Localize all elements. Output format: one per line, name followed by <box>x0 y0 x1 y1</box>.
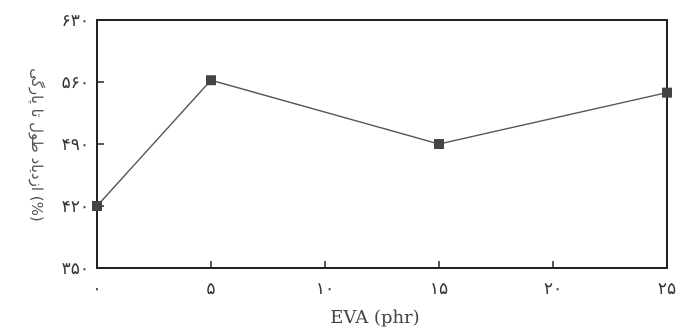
y-tick-label: ۵۶۰ <box>62 73 89 93</box>
x-tick-label: ۲۵ <box>658 279 676 299</box>
y-tick-label: ۴۲۰ <box>62 197 89 217</box>
data-point-marker <box>92 201 102 211</box>
x-tick-label: ۱۰ <box>316 279 334 299</box>
data-point-marker <box>206 75 216 86</box>
y-tick-label: ۴۹۰ <box>62 135 89 155</box>
data-point-marker <box>662 87 672 98</box>
plot-frame <box>96 19 668 269</box>
series-line <box>96 79 668 207</box>
data-point-marker <box>434 139 444 149</box>
x-tick-label: ۵ <box>206 279 215 299</box>
y-tick-label: ۶۳۰ <box>62 11 89 31</box>
x-tick-label: ۱۵ <box>430 279 448 299</box>
x-tick-label: ۲۰ <box>544 279 562 299</box>
x-axis-title: EVA (phr) <box>330 307 419 327</box>
x-tick-label: ۰ <box>92 279 101 299</box>
y-tick-label: ۳۵۰ <box>62 259 89 279</box>
y-axis-title: ازدیاد طول تا پارگی (%) <box>27 68 46 222</box>
